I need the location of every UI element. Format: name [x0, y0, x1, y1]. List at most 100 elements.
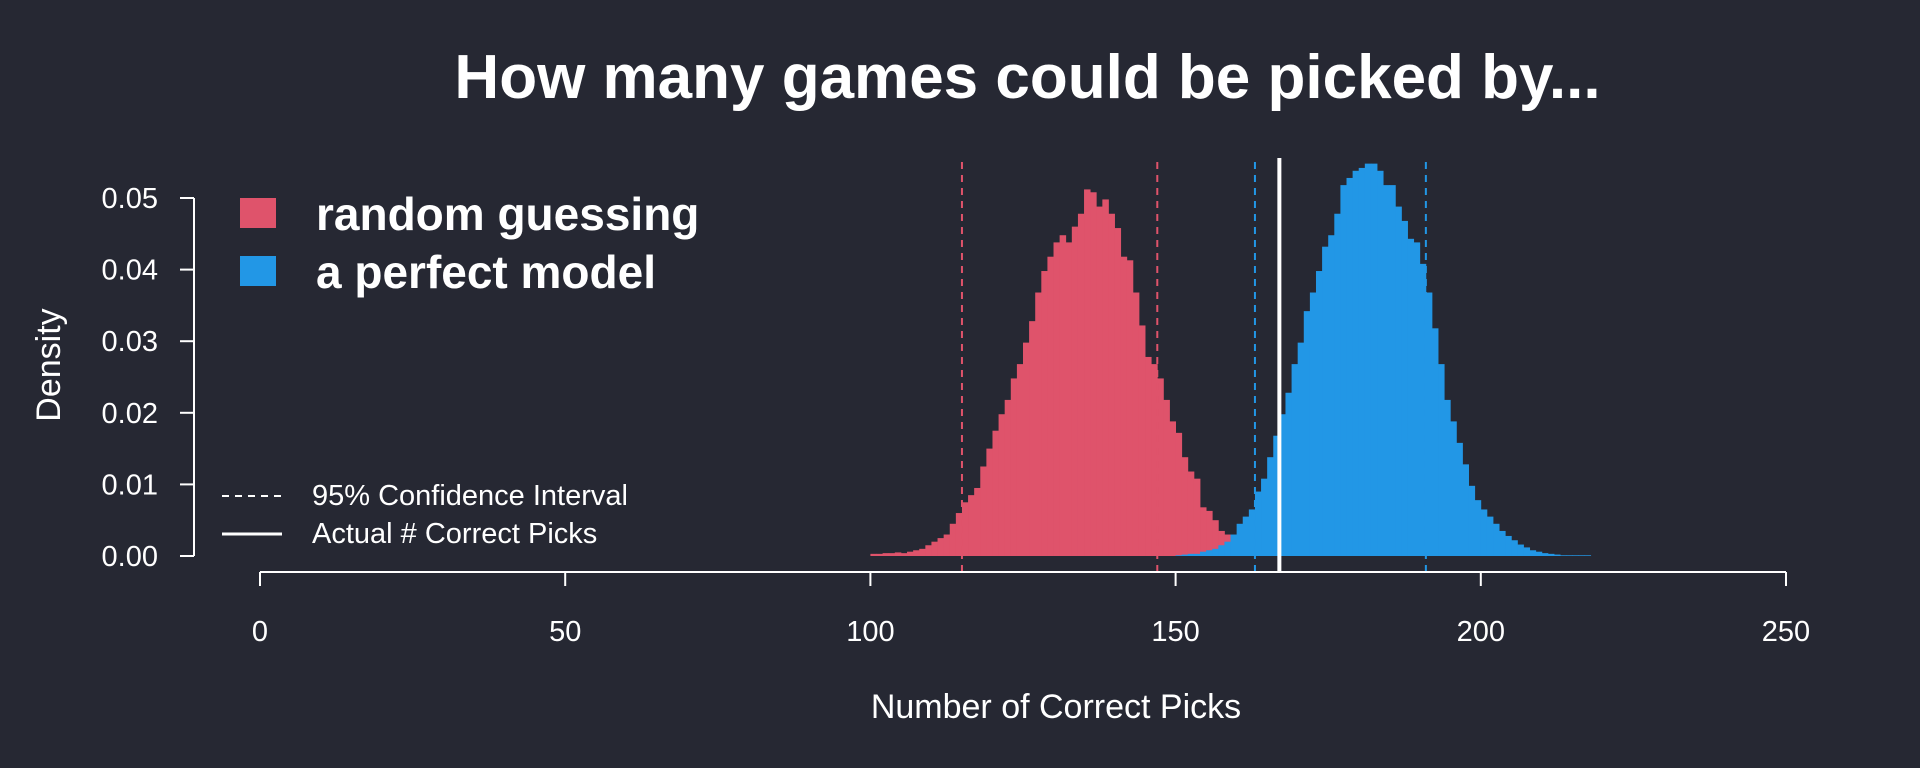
random-bar	[1163, 399, 1170, 556]
perfect-bar	[1499, 530, 1506, 556]
legend-label-perfect: a perfect model	[316, 246, 656, 298]
random-bar	[1181, 457, 1189, 556]
perfect-bar	[1486, 516, 1494, 556]
perfect-model-bars	[1175, 163, 1592, 557]
random-bar	[1157, 378, 1164, 556]
perfect-bar	[1322, 246, 1329, 556]
perfect-bar	[1193, 553, 1201, 556]
perfect-bar	[1468, 485, 1476, 556]
random-bar	[931, 541, 938, 556]
x-tick-label: 250	[1762, 616, 1810, 648]
perfect-bar	[1425, 292, 1433, 556]
random-bar	[907, 551, 914, 556]
perfect-bar	[1450, 421, 1457, 556]
perfect-bar	[1438, 364, 1445, 556]
random-bar	[1029, 321, 1036, 556]
random-bar	[1071, 226, 1079, 556]
x-tick-label: 150	[1151, 616, 1199, 648]
random-bar	[870, 553, 877, 556]
x-axis-ticks: 0 50 100 150 200 250	[252, 572, 1810, 648]
random-bar	[1175, 432, 1183, 556]
perfect-bar	[1291, 364, 1299, 556]
perfect-bar	[1444, 399, 1451, 556]
y-tick-label: 0.02	[102, 398, 158, 430]
random-bar	[1035, 292, 1042, 556]
random-bar	[968, 495, 975, 556]
random-bar	[888, 553, 896, 556]
perfect-bar	[1413, 242, 1421, 556]
perfect-bar	[1566, 555, 1573, 556]
perfect-bar	[1340, 185, 1347, 557]
series-legend: random guessing a perfect model	[240, 188, 699, 298]
confidence-interval-lines	[960, 162, 1427, 572]
random-bar	[1187, 471, 1195, 556]
random-bar	[876, 553, 883, 556]
y-axis-ticks: 0.00 0.01 0.02 0.03 0.04 0.05	[102, 183, 194, 573]
perfect-bar	[1346, 177, 1354, 556]
random-bar	[943, 534, 951, 556]
random-bar	[1169, 421, 1176, 556]
perfect-bar	[1419, 263, 1427, 556]
random-bar	[1212, 520, 1219, 556]
legend-label-actual: Actual # Correct Picks	[312, 518, 597, 550]
y-tick-label: 0.05	[102, 183, 158, 215]
perfect-bar	[1181, 554, 1189, 556]
perfect-bar	[1389, 185, 1396, 557]
perfect-bar	[1529, 550, 1537, 556]
random-bar	[1138, 325, 1146, 556]
random-bar	[1084, 189, 1091, 556]
perfect-bar	[1584, 555, 1592, 556]
random-bar	[1126, 260, 1134, 556]
perfect-bar	[1328, 235, 1335, 557]
random-bar	[1059, 235, 1067, 557]
random-bar	[1120, 256, 1128, 556]
perfect-bar	[1456, 442, 1463, 556]
random-bar	[980, 466, 987, 556]
perfect-bar	[1230, 534, 1238, 556]
y-axis-label: Density	[30, 308, 68, 421]
chart-title: How many games could be picked by...	[454, 43, 1601, 112]
random-bar	[1200, 507, 1207, 556]
random-bar	[882, 553, 890, 556]
perfect-bar	[1303, 311, 1311, 556]
random-bar	[974, 487, 981, 556]
random-bar	[998, 414, 1006, 556]
random-bar	[1206, 510, 1213, 556]
perfect-bar	[1493, 523, 1500, 556]
perfect-bar	[1395, 206, 1402, 556]
perfect-bar	[1236, 523, 1244, 556]
perfect-bar	[1200, 551, 1207, 556]
legend-label-ci: 95% Confidence Interval	[312, 480, 628, 512]
perfect-bar	[1377, 170, 1384, 557]
perfect-bar	[1187, 553, 1195, 556]
perfect-bar	[1285, 392, 1292, 556]
perfect-bar	[1315, 271, 1323, 556]
random-bar	[992, 430, 999, 556]
perfect-bar	[1248, 509, 1256, 556]
random-bar	[937, 538, 945, 556]
perfect-bar	[1462, 464, 1469, 556]
random-bar	[1041, 271, 1048, 556]
random-bar	[913, 550, 920, 556]
random-bar	[955, 513, 963, 556]
perfect-bar	[1334, 213, 1341, 556]
random-bar	[1090, 192, 1097, 556]
random-bar	[900, 553, 908, 556]
perfect-bar	[1309, 292, 1317, 556]
perfect-bar	[1523, 547, 1531, 556]
random-bar	[1132, 292, 1140, 556]
legend-swatch-random	[240, 198, 276, 228]
random-bar	[1010, 378, 1018, 556]
random-bar	[1108, 213, 1115, 556]
legend-swatch-perfect	[240, 256, 276, 286]
random-bar	[919, 548, 926, 556]
perfect-bar	[1261, 478, 1268, 556]
random-bar	[1193, 478, 1201, 556]
perfect-bar	[1511, 540, 1518, 556]
y-tick-label: 0.04	[102, 255, 158, 287]
random-bar	[1023, 342, 1030, 556]
random-bar	[1102, 199, 1109, 556]
y-tick-label: 0.00	[102, 541, 158, 573]
